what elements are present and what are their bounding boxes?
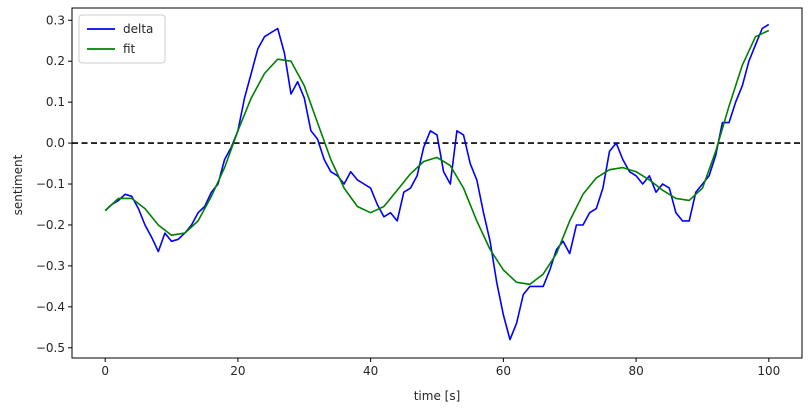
y-tick-label: −0.3 — [36, 259, 65, 273]
y-axis-ticks: −0.5 −0.4 −0.3 −0.2 −0.1 0.0 0.1 0.2 0.3 — [36, 13, 72, 354]
y-tick-label: −0.1 — [36, 177, 65, 191]
y-tick-label: 0.1 — [46, 95, 65, 109]
x-tick-label: 40 — [363, 364, 378, 378]
x-tick-label: 60 — [496, 364, 511, 378]
y-tick-label: −0.2 — [36, 218, 65, 232]
y-tick-label: 0.3 — [46, 13, 65, 27]
x-tick-label: 100 — [757, 364, 780, 378]
x-axis-label: time [s] — [414, 389, 461, 403]
y-tick-label: 0.2 — [46, 54, 65, 68]
x-tick-label: 80 — [628, 364, 643, 378]
plot-area — [72, 8, 802, 358]
y-axis-label: sentiment — [11, 154, 25, 215]
x-tick-label: 20 — [230, 364, 245, 378]
y-tick-label: −0.5 — [36, 341, 65, 355]
legend-label-fit: fit — [123, 42, 136, 56]
y-tick-label: 0.0 — [46, 136, 65, 150]
y-tick-label: −0.4 — [36, 300, 65, 314]
x-tick-label: 0 — [101, 364, 109, 378]
legend-label-delta: delta — [123, 22, 153, 36]
legend: delta fit — [79, 15, 165, 63]
x-axis-ticks: 0 20 40 60 80 100 — [101, 358, 780, 378]
plot-background — [72, 8, 802, 358]
